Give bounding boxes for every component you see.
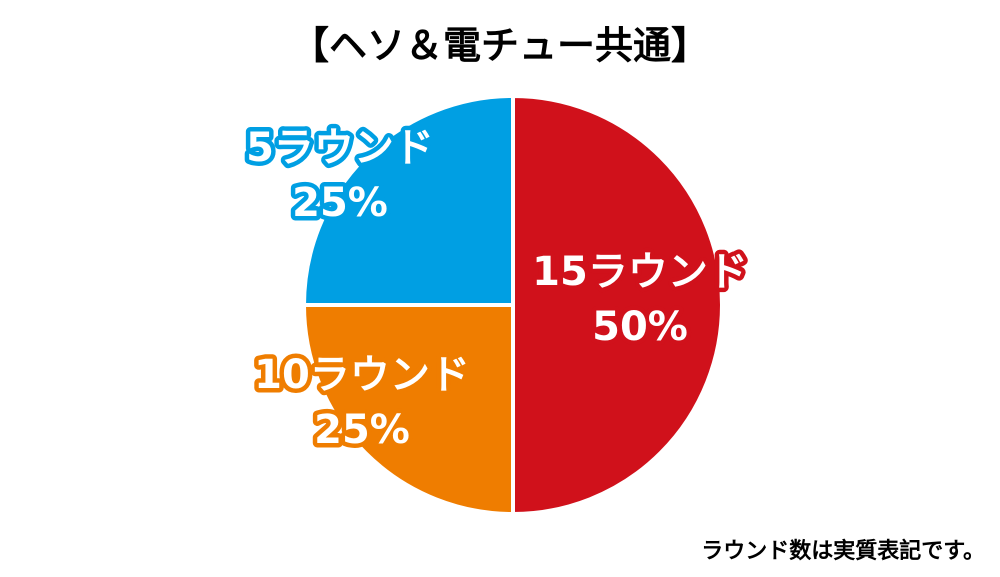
slice-label: 15ラウンド	[532, 249, 748, 295]
pie-slice	[301, 303, 515, 517]
slice-value-label: 25%	[314, 407, 410, 453]
slice-label: 5ラウンド	[246, 125, 434, 171]
footnote: ラウンド数は実質表記です。	[701, 538, 985, 564]
slice-value-label: 50%	[592, 304, 688, 350]
pie-slice	[301, 93, 515, 307]
slice-value-label: 25%	[292, 180, 388, 226]
chart-title: 【ヘソ＆電チュー共通】	[291, 24, 709, 68]
slice-label: 10ラウンド	[254, 352, 470, 398]
pie-slice	[511, 93, 724, 517]
